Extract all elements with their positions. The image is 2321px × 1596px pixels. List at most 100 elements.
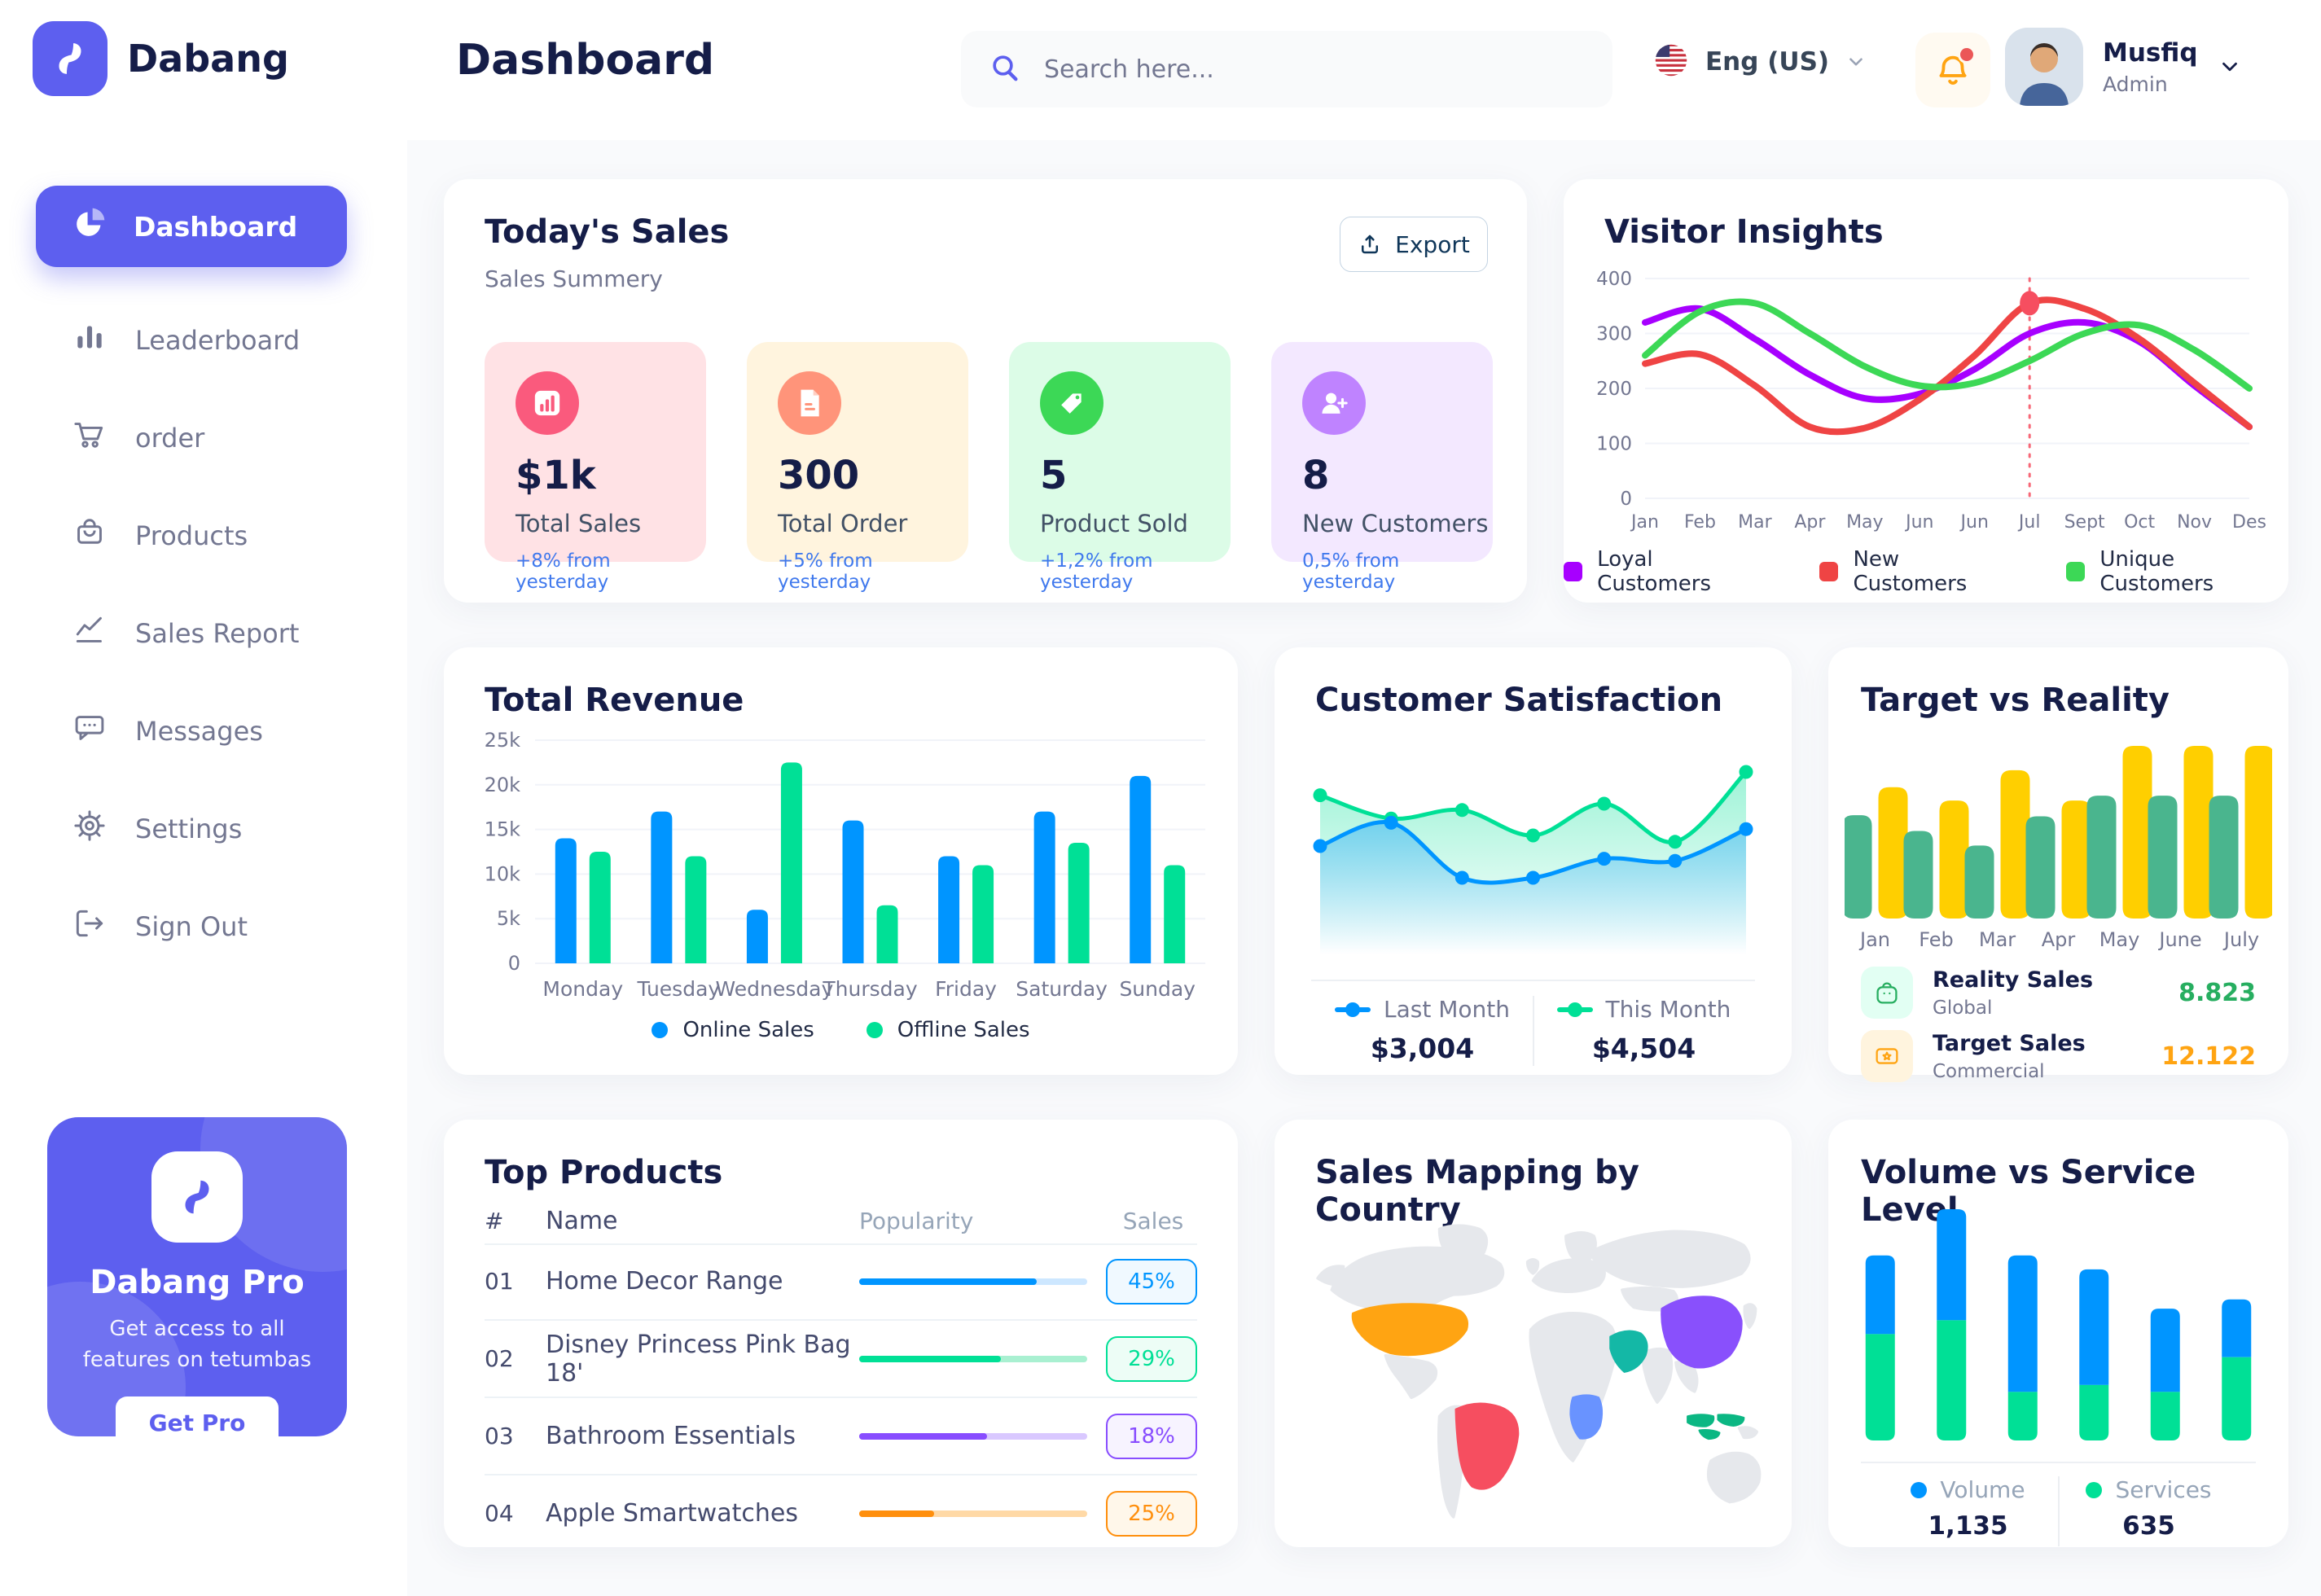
stat-card-new-customers[interactable]: 8 New Customers 0,5% from yesterday: [1271, 342, 1493, 593]
todays-sales-subtitle: Sales Summery: [485, 265, 663, 292]
divider: [1861, 1462, 2256, 1463]
svg-text:Jul: Jul: [2017, 512, 2041, 533]
message-icon: [72, 710, 107, 752]
sales-map-card: Sales Mapping by Country: [1275, 1120, 1792, 1547]
svg-text:0: 0: [1620, 489, 1632, 510]
table-row[interactable]: 01 Home Decor Range 45%: [485, 1243, 1197, 1321]
map-indonesia[interactable]: [1687, 1414, 1745, 1440]
notifications-button[interactable]: [1915, 33, 1990, 107]
ticket-icon: [1876, 1048, 1898, 1064]
map-china[interactable]: [1661, 1296, 1743, 1369]
get-pro-button[interactable]: Get Pro: [116, 1396, 279, 1436]
svg-text:Jun: Jun: [1904, 512, 1933, 533]
todays-sales-card: Today's Sales Sales Summery Export $1k T…: [444, 179, 1527, 603]
svg-text:Saturday: Saturday: [1016, 977, 1108, 1001]
language-selector[interactable]: Eng (US): [1653, 42, 1867, 81]
gear-icon: [72, 808, 107, 850]
us-flag-icon: [1653, 42, 1689, 81]
search-icon: [989, 51, 1021, 87]
map-brazil[interactable]: [1454, 1402, 1520, 1490]
pro-title: Dabang Pro: [90, 1264, 305, 1301]
world-map[interactable]: [1299, 1208, 1767, 1527]
sidebar-item-label: Settings: [135, 813, 243, 844]
stat-value: 300: [778, 453, 860, 498]
svg-text:May: May: [2099, 928, 2140, 951]
stat-delta: 0,5% from yesterday: [1302, 550, 1400, 593]
stat-card-total-order[interactable]: 300 Total Order +5% from yesterday: [747, 342, 968, 593]
user-role: Admin: [2103, 72, 2168, 96]
sidebar: Dabang Dashboard Leaderboard order: [0, 0, 407, 1596]
line-chart-icon: [72, 612, 107, 655]
header: Dashboard Eng (US: [407, 0, 2321, 140]
customer-satisfaction-chart[interactable]: [1299, 733, 1767, 969]
top-products-card: Top Products # Name Popularity Sales 01 …: [444, 1120, 1238, 1547]
bar-chart-icon: [516, 371, 579, 435]
svg-text:Nov: Nov: [2177, 512, 2212, 533]
export-label: Export: [1395, 230, 1470, 258]
profile-menu[interactable]: Musfiq Admin: [2005, 28, 2242, 106]
sidebar-item-label: Sign Out: [135, 911, 248, 942]
visitor-insights-chart[interactable]: 0 100 200 300 400 Jan Feb Mar Apr May Jun Jun Jul Sep…: [1586, 261, 2266, 537]
volume-vs-service-chart[interactable]: [1845, 1201, 2272, 1445]
pro-description: Get access to all features on tetumbas: [82, 1317, 312, 1372]
svg-text:Sunday: Sunday: [1119, 977, 1196, 1001]
sidebar-item-messages[interactable]: Messages: [36, 692, 347, 770]
sidebar-item-sales-report[interactable]: Sales Report: [36, 594, 347, 673]
svg-text:10k: 10k: [485, 862, 521, 885]
stat-label: Total Order: [778, 510, 908, 537]
todays-sales-title: Today's Sales: [485, 213, 730, 251]
stat-card-total-sales[interactable]: $1k Total Sales +8% from yesterday: [485, 342, 706, 593]
stat-delta: +1,2% from yesterday: [1040, 550, 1153, 593]
chevron-down-icon: [2222, 62, 2237, 72]
svg-text:20k: 20k: [485, 774, 521, 796]
this-month-value: $4,504: [1591, 1033, 1696, 1064]
svg-text:Monday: Monday: [542, 977, 623, 1001]
brand[interactable]: Dabang: [33, 21, 289, 96]
svg-text:400: 400: [1596, 269, 1632, 290]
svg-text:Des: Des: [2232, 512, 2266, 533]
sidebar-item-sign-out[interactable]: Sign Out: [36, 888, 347, 966]
search-bar[interactable]: [961, 31, 1612, 107]
total-revenue-chart[interactable]: 0 5k 10k 15k 20k 25k Monday TuesdayWednesdayThu…: [468, 729, 1213, 1006]
svg-text:Tuesday: Tuesday: [636, 977, 720, 1001]
target-sales-value: 12.122: [2161, 1041, 2256, 1071]
sidebar-item-products[interactable]: Products: [36, 497, 347, 575]
total-revenue-legend: Online Sales Offline Sales: [444, 1018, 1238, 1042]
map-dr-congo[interactable]: [1569, 1394, 1604, 1440]
stat-delta: +8% from yesterday: [516, 550, 611, 593]
sidebar-item-dashboard[interactable]: Dashboard: [36, 186, 347, 267]
svg-text:100: 100: [1596, 434, 1632, 455]
brand-name: Dabang: [127, 37, 289, 81]
stat-value: 8: [1302, 453, 1330, 498]
svg-text:Wednesday: Wednesday: [716, 977, 834, 1001]
sidebar-item-leaderboard[interactable]: Leaderboard: [36, 301, 347, 379]
file-icon: [778, 371, 841, 435]
sidebar-item-settings[interactable]: Settings: [36, 790, 347, 868]
sidebar-item-order[interactable]: order: [36, 399, 347, 477]
svg-text:Thursday: Thursday: [822, 977, 917, 1001]
map-united-states[interactable]: [1351, 1303, 1469, 1357]
map-saudi-arabia[interactable]: [1609, 1330, 1648, 1373]
target-sales-legend-row: Target Sales Commercial 12.122: [1861, 1027, 2256, 1085]
table-row[interactable]: 02 Disney Princess Pink Bag 18' 29%: [485, 1321, 1197, 1398]
svg-text:May: May: [1846, 512, 1883, 533]
svg-text:June: June: [2157, 928, 2201, 951]
svg-text:Feb: Feb: [1684, 512, 1716, 533]
volume-vs-service-legend: Volume 1,135 Services 635: [1828, 1476, 2288, 1546]
target-vs-reality-chart[interactable]: Jan Feb Mar Apr May June July: [1845, 725, 2272, 953]
reality-sales-value: 8.823: [2178, 978, 2256, 1007]
stat-card-product-sold[interactable]: 5 Product Sold +1,2% from yesterday: [1009, 342, 1231, 593]
avatar: [2005, 28, 2083, 106]
sidebar-item-label: Leaderboard: [135, 325, 301, 356]
search-input[interactable]: [1042, 54, 1585, 85]
svg-text:Oct: Oct: [2124, 512, 2155, 533]
svg-text:Feb: Feb: [1919, 928, 1954, 951]
table-row[interactable]: 04 Apple Smartwatches 25%: [485, 1475, 1197, 1551]
svg-text:Mar: Mar: [1979, 928, 2016, 951]
dashboard-icon: [72, 205, 107, 248]
table-row[interactable]: 03 Bathroom Essentials 18%: [485, 1398, 1197, 1475]
leaderboard-icon: [72, 319, 107, 362]
customer-satisfaction-title: Customer Satisfaction: [1315, 682, 1723, 719]
pro-upsell-card: Dabang Pro Get access to all features on…: [47, 1117, 347, 1436]
export-button[interactable]: Export: [1340, 217, 1488, 272]
